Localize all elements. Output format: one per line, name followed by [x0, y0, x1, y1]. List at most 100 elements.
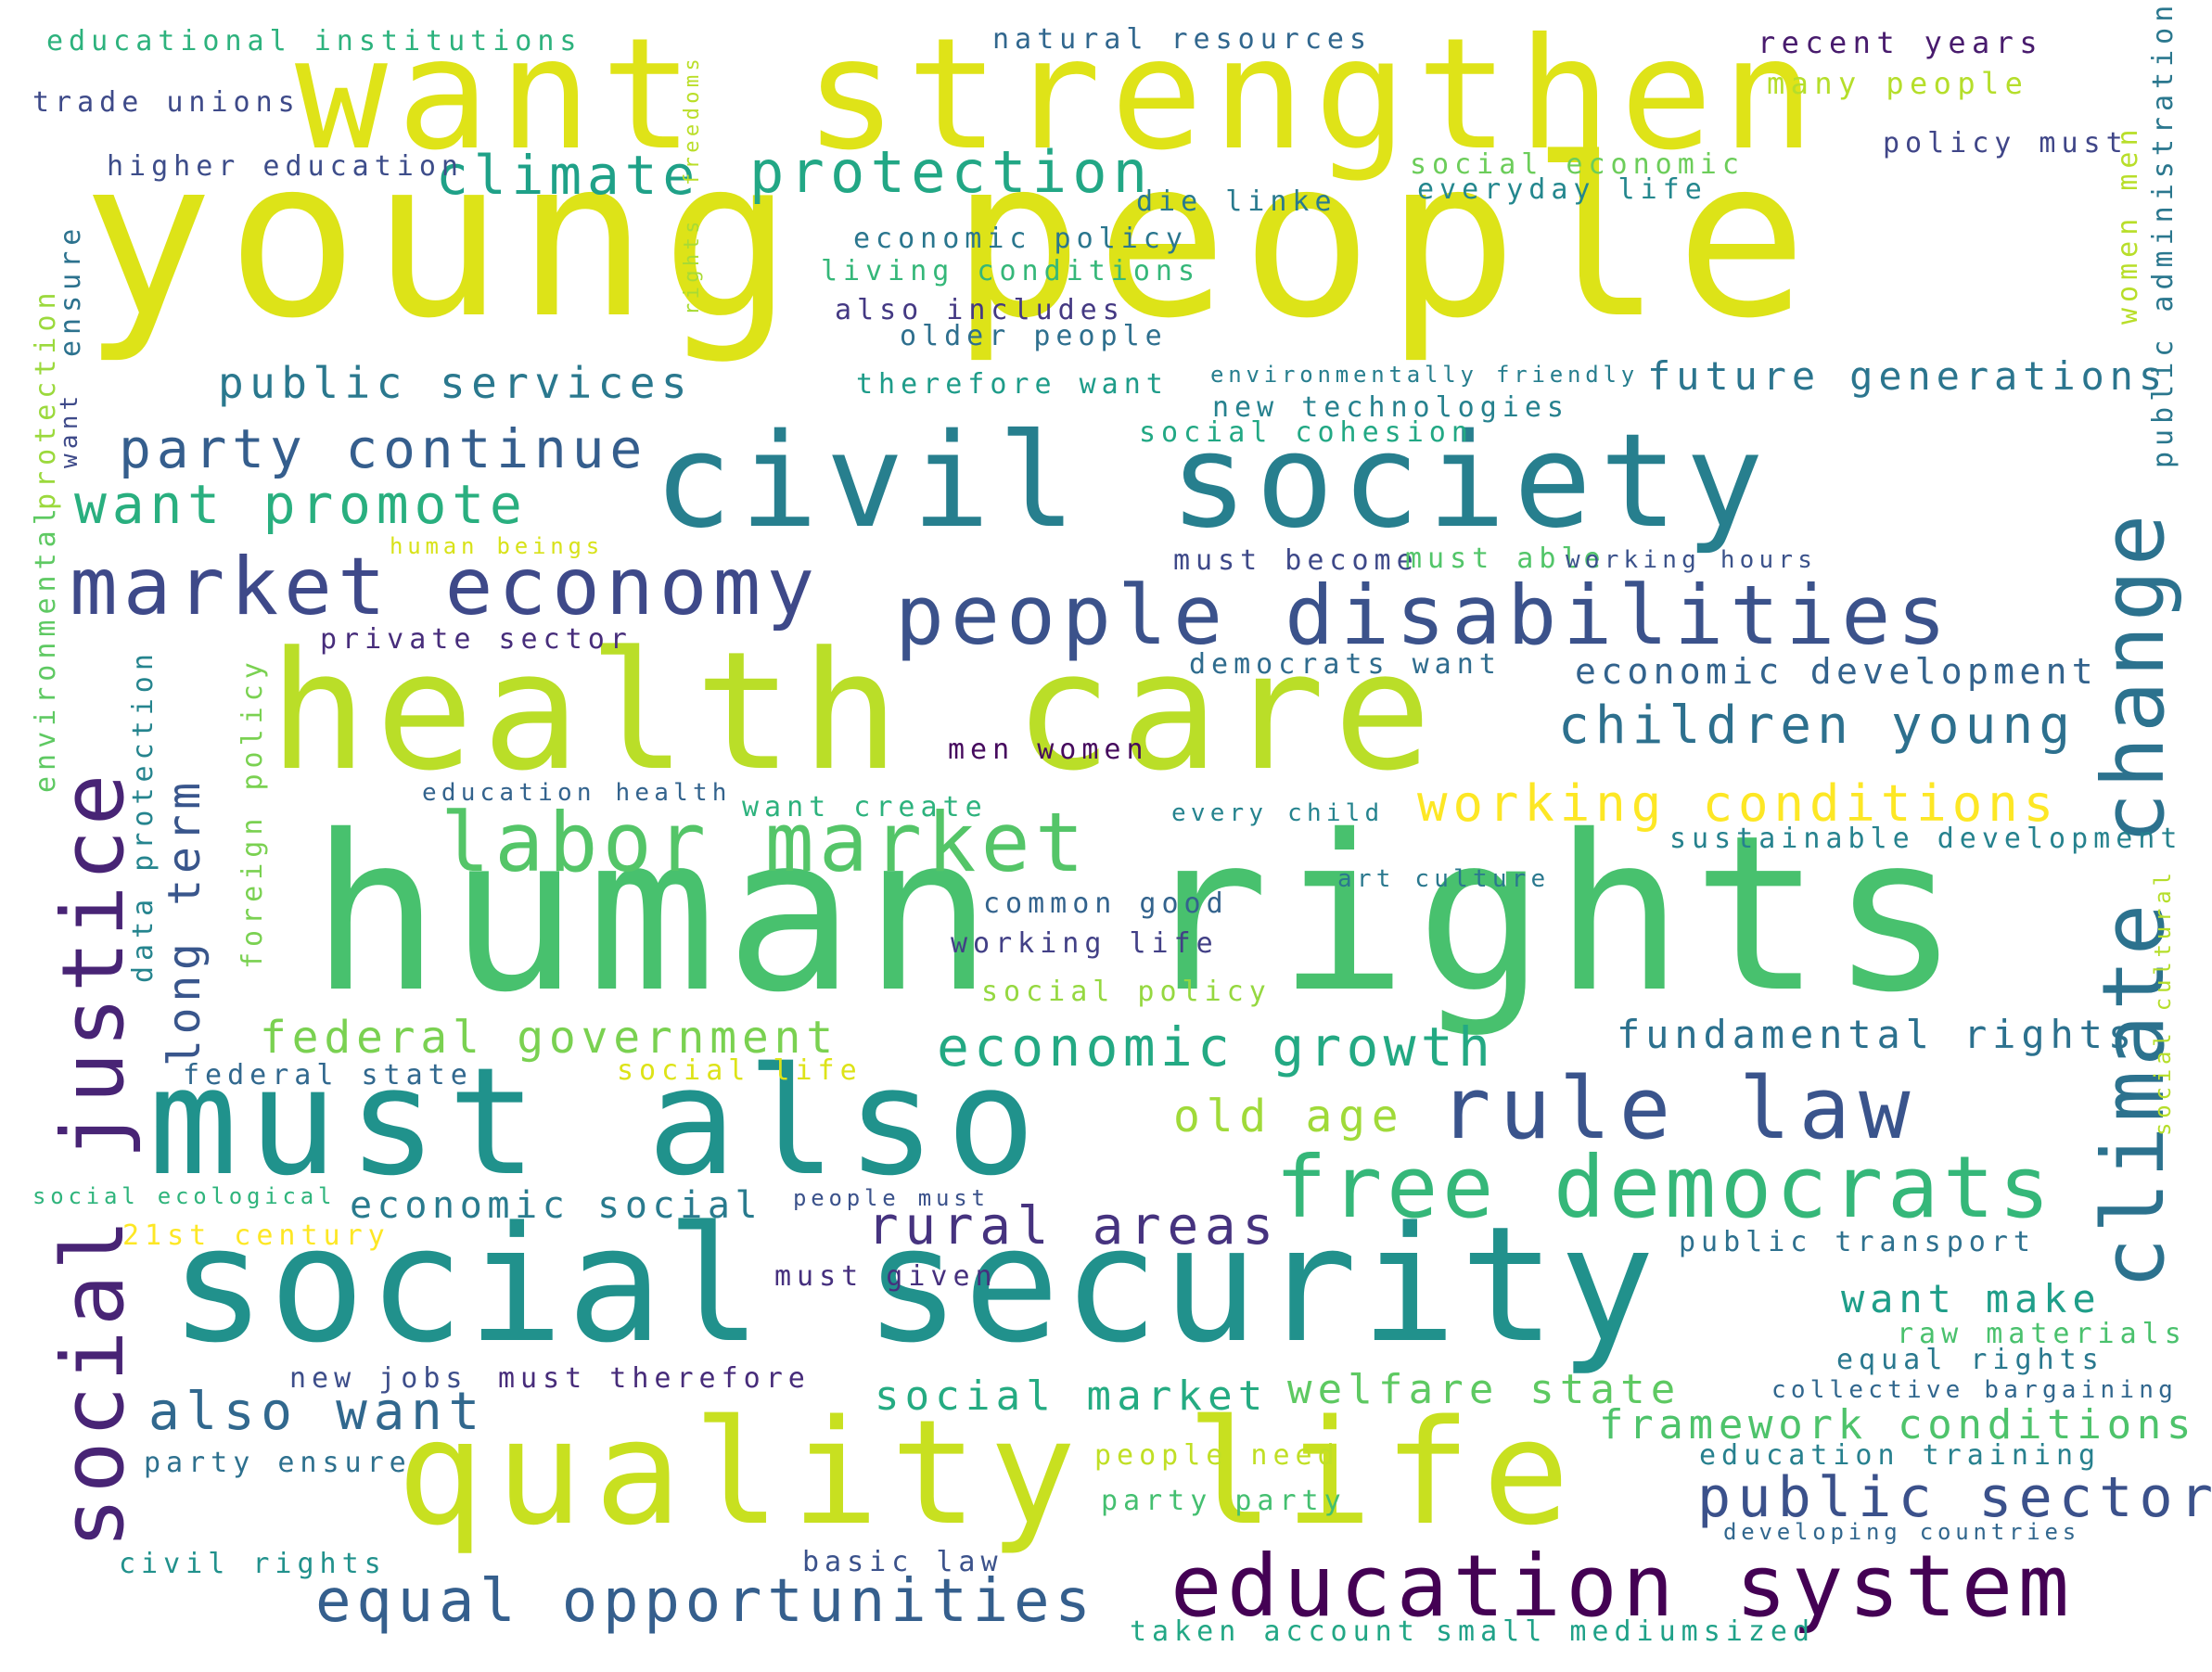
word: environmental	[30, 503, 62, 793]
word: people need	[1094, 1439, 1340, 1472]
word: economic social	[350, 1184, 763, 1227]
word: common good	[983, 887, 1229, 920]
word: social market	[875, 1372, 1269, 1420]
word: rights	[681, 217, 704, 315]
word: framework conditions	[1599, 1401, 2197, 1449]
word: social justice	[44, 770, 143, 1549]
word: human beings	[390, 533, 604, 559]
word: policy must	[1883, 127, 2129, 160]
word: women men	[2112, 123, 2144, 325]
word: sustainable development	[1669, 823, 2183, 855]
word: public transport	[1679, 1226, 2036, 1258]
word: social ecological	[32, 1183, 337, 1209]
word: everyday life	[1417, 173, 1707, 206]
word: fundamental rights	[1617, 1012, 2137, 1057]
word: must given	[774, 1260, 998, 1293]
word: party ensure	[144, 1447, 412, 1479]
word: civil society	[654, 406, 1771, 557]
word: education system	[1170, 1537, 2075, 1636]
word: educational institutions	[46, 25, 582, 57]
word: equal opportunities	[315, 1567, 1096, 1636]
word: democrats want	[1189, 648, 1502, 681]
word: economic growth	[937, 1015, 1496, 1079]
word: long term	[159, 777, 211, 1066]
word: data protection	[127, 648, 160, 983]
word: private sector	[320, 623, 633, 656]
word: social cohesion	[1139, 416, 1474, 449]
word: social life	[617, 1054, 863, 1087]
word: must become	[1173, 544, 1419, 577]
word: health care	[269, 617, 1440, 807]
word: working conditions	[1417, 774, 2060, 833]
word: social security	[170, 1192, 1658, 1378]
word: protection	[30, 287, 62, 510]
word: die linke	[1136, 185, 1337, 218]
word: working hours	[1566, 546, 1818, 574]
word: rural areas	[867, 1196, 1280, 1257]
word: economic development	[1575, 651, 2098, 692]
word: must also	[148, 1035, 1046, 1208]
word: want promote	[74, 473, 528, 536]
word: freedoms	[681, 54, 704, 185]
word: education training	[1699, 1439, 2102, 1472]
word: free democrats	[1275, 1138, 2054, 1237]
word: labor market	[441, 795, 1090, 890]
word: economic policy	[853, 223, 1188, 255]
word: environmentally friendly	[1210, 362, 1639, 388]
word: small mediumsized	[1436, 1615, 1816, 1648]
word: therefore want	[856, 368, 1169, 401]
word: collective bargaining	[1771, 1376, 2178, 1404]
word: must therefore	[498, 1362, 811, 1395]
word: protection	[749, 138, 1154, 206]
word: developing countries	[1723, 1519, 2080, 1545]
word: older people	[900, 320, 1168, 352]
word: want strengthen	[295, 6, 1824, 185]
word: public administration	[2147, 0, 2180, 468]
word: public sector	[1697, 1465, 2212, 1530]
word: old age	[1173, 1091, 1405, 1142]
word: basic law	[802, 1546, 1004, 1578]
word: party party	[1101, 1485, 1347, 1517]
word: future generations	[1647, 353, 2167, 399]
word: men women	[948, 734, 1149, 766]
word: federal government	[260, 1012, 838, 1064]
word: art culture	[1337, 865, 1551, 893]
word: young people	[82, 111, 1821, 366]
word: also want	[148, 1382, 486, 1442]
word: education health	[422, 779, 732, 807]
word: many people	[1767, 66, 2029, 101]
word: climate	[436, 144, 701, 207]
word: civil rights	[119, 1548, 387, 1580]
word: working life	[951, 927, 1219, 960]
word: every child	[1171, 799, 1385, 827]
word: also includes	[835, 294, 1125, 326]
word: equal rights	[1836, 1344, 2104, 1376]
word: federal state	[183, 1059, 473, 1091]
word: party continue	[119, 417, 648, 480]
word: must able	[1405, 542, 1606, 575]
word: human rights	[311, 789, 1969, 1040]
word: trade unions	[32, 86, 300, 119]
word: market economy	[70, 541, 821, 633]
word: social policy	[981, 976, 1272, 1008]
word: taken account	[1130, 1615, 1420, 1648]
word: children young	[1558, 696, 2077, 756]
word: new jobs	[289, 1362, 468, 1395]
word: welfare state	[1287, 1366, 1681, 1413]
word: public services	[218, 358, 694, 408]
word: people must	[793, 1185, 990, 1211]
word: natural resources	[992, 23, 1373, 56]
word: 21st century	[122, 1219, 390, 1252]
word: people disabilities	[895, 568, 1953, 663]
word: raw materials	[1897, 1318, 2187, 1350]
word: social cultural	[2150, 868, 2176, 1136]
word: social economic	[1410, 148, 1745, 181]
word: foreign policy	[237, 657, 269, 969]
word: quality life	[397, 1388, 1581, 1557]
word: rule law	[1439, 1059, 1919, 1158]
word: recent years	[1758, 25, 2043, 60]
word: want create	[742, 791, 988, 823]
word: living conditions	[821, 255, 1201, 287]
word: new technologies	[1212, 391, 1569, 424]
